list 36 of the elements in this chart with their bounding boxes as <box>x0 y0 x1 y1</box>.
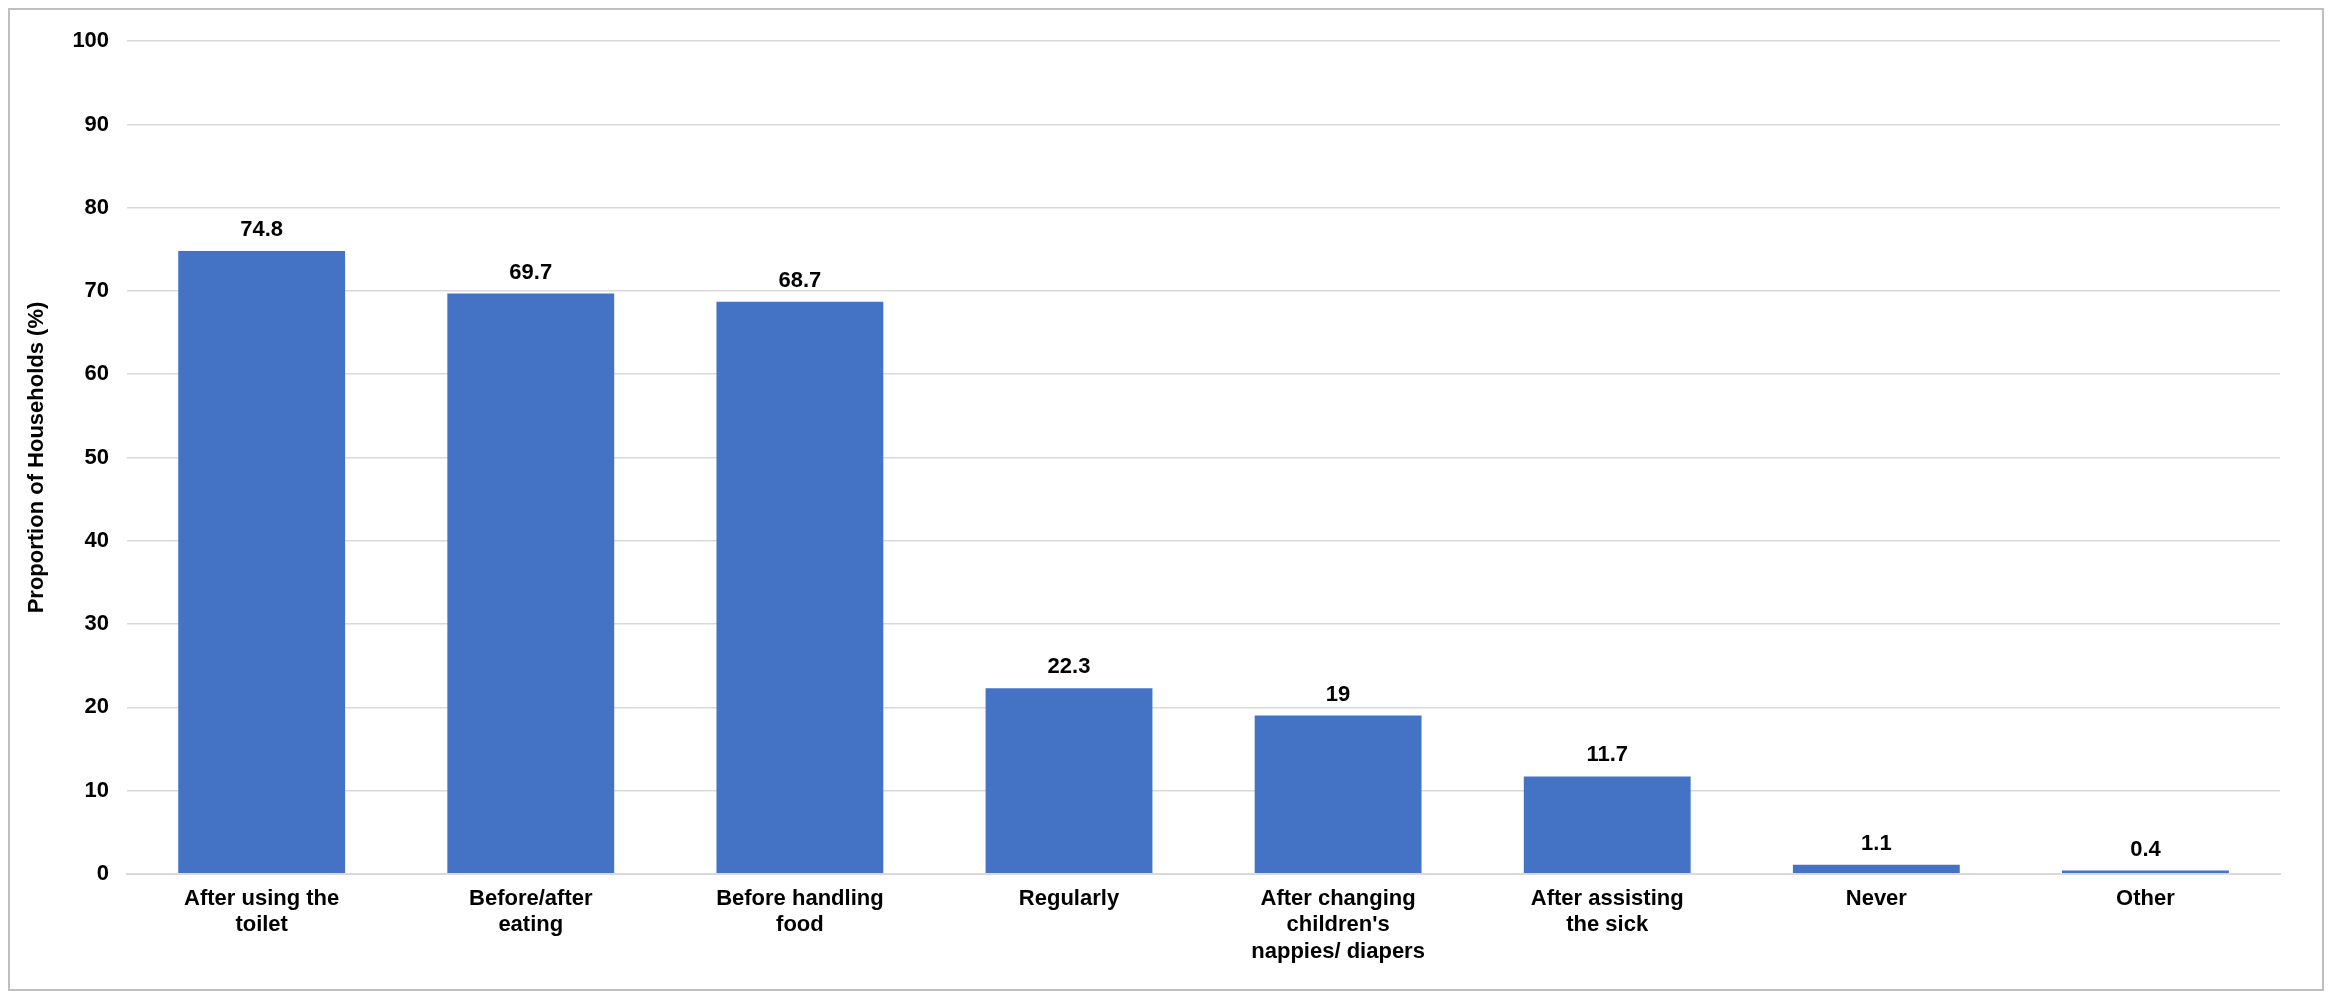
data-label: 19 <box>1325 680 1351 706</box>
y-tick-label: 10 <box>84 776 110 802</box>
bar <box>178 251 346 874</box>
data-label: 1.1 <box>1861 829 1892 855</box>
y-tick-label: 60 <box>84 360 110 386</box>
bar <box>2062 870 2229 874</box>
y-tick-label: 20 <box>84 693 110 719</box>
data-label: 0.4 <box>2130 835 2162 861</box>
data-label: 69.7 <box>509 258 553 284</box>
y-tick-label: 80 <box>84 193 110 219</box>
x-tick-label: Never <box>1845 885 1908 911</box>
data-label: 11.7 <box>1586 741 1629 767</box>
bar <box>716 301 884 874</box>
bar <box>447 293 615 874</box>
y-tick-label: 50 <box>84 443 110 469</box>
data-label: 22.3 <box>1047 653 1091 679</box>
bar <box>1254 715 1422 874</box>
x-tick-label: Regularly <box>1018 885 1120 911</box>
x-tick-label: Other <box>2116 885 2176 911</box>
y-tick-label: 100 <box>72 27 110 53</box>
y-tick-label: 40 <box>84 526 110 552</box>
bar <box>985 688 1153 874</box>
data-label: 74.8 <box>240 216 284 242</box>
x-tick-label: Before handling food <box>716 885 884 937</box>
x-tick-label: After assisting the sick <box>1530 885 1684 937</box>
bar <box>1523 776 1691 874</box>
y-tick-label: 0 <box>96 859 110 885</box>
bar <box>1792 864 1960 874</box>
y-tick-label: 90 <box>84 110 110 136</box>
data-label: 68.7 <box>778 266 822 292</box>
y-tick-label: 30 <box>84 610 110 636</box>
y-axis-title: Proportion of Households (%) <box>23 301 49 614</box>
x-tick-label: After using the toilet <box>184 885 340 937</box>
x-tick-label: After changing children's nappies/ diapers <box>1251 885 1425 963</box>
x-tick-label: Before/after eating <box>469 885 593 937</box>
y-tick-label: 70 <box>84 277 110 303</box>
